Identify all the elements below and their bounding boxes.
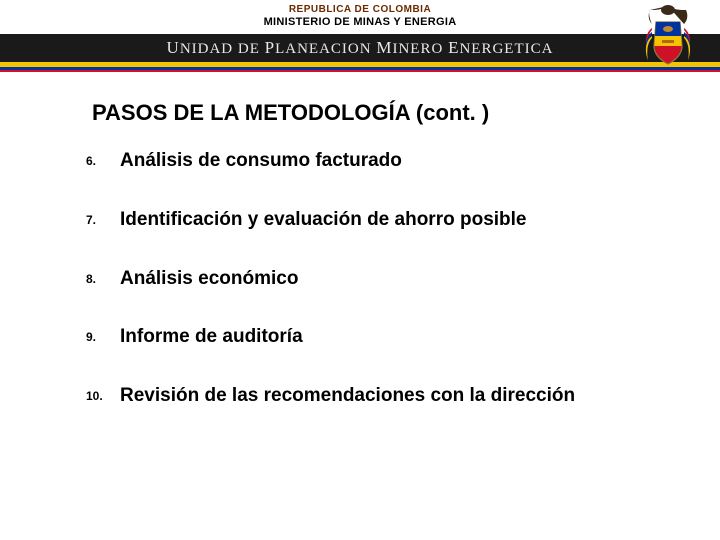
item-number: 9. (70, 326, 120, 344)
item-text: Identificación y evaluación de ahorro po… (120, 209, 660, 232)
page-title: PASOS DE LA METODOLOGÍA (cont. ) (92, 100, 660, 126)
item-number: 6. (70, 150, 120, 168)
unidad-label: UNIDAD DE PLANEACION MINERO ENERGETICA (167, 38, 554, 58)
header-text-block: REPUBLICA DE COLOMBIA MINISTERIO DE MINA… (0, 4, 720, 28)
dark-bar: UNIDAD DE PLANEACION MINERO ENERGETICA (0, 34, 720, 62)
item-text: Revisión de las recomendaciones con la d… (120, 385, 660, 408)
list-item: 6. Análisis de consumo facturado (70, 150, 660, 173)
list-item: 7. Identificación y evaluación de ahorro… (70, 209, 660, 232)
header: REPUBLICA DE COLOMBIA MINISTERIO DE MINA… (0, 0, 720, 82)
flag-stripes (0, 62, 720, 72)
coat-of-arms-icon (632, 2, 704, 80)
stripe-red (0, 70, 720, 73)
item-text: Análisis económico (120, 268, 660, 291)
item-number: 10. (70, 385, 120, 403)
ministerio-label: MINISTERIO DE MINAS Y ENERGIA (0, 16, 720, 28)
content: PASOS DE LA METODOLOGÍA (cont. ) 6. Anál… (0, 82, 720, 408)
items-list: 6. Análisis de consumo facturado 7. Iden… (70, 150, 660, 408)
item-text: Informe de auditoría (120, 326, 660, 349)
list-item: 8. Análisis económico (70, 268, 660, 291)
republica-label: REPUBLICA DE COLOMBIA (0, 4, 720, 15)
item-text: Análisis de consumo facturado (120, 150, 660, 173)
item-number: 8. (70, 268, 120, 286)
item-number: 7. (70, 209, 120, 227)
list-item: 9. Informe de auditoría (70, 326, 660, 349)
list-item: 10. Revisión de las recomendaciones con … (70, 385, 660, 408)
